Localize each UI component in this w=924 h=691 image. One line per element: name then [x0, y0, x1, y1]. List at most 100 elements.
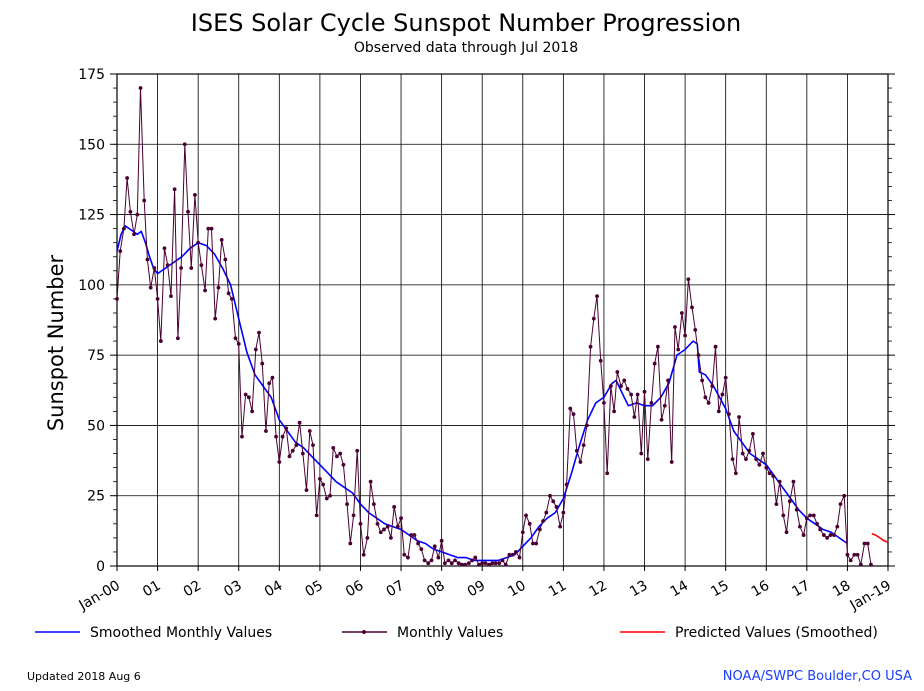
monthly-point: [152, 266, 157, 270]
chart-subtitle: Observed data through Jul 2018: [354, 40, 578, 56]
x-tick-label: 04: [262, 578, 286, 601]
monthly-point: [355, 448, 360, 453]
monthly-point: [598, 358, 603, 363]
monthly-point: [246, 395, 251, 400]
monthly-point: [848, 558, 853, 563]
monthly-point: [700, 378, 705, 383]
x-tick-label: 09: [465, 578, 488, 601]
monthly-point: [578, 460, 583, 464]
monthly-point: [720, 392, 725, 397]
monthly-point: [507, 552, 512, 557]
chart-title: ISES Solar Cycle Sunspot Number Progress…: [191, 9, 742, 37]
monthly-point: [480, 561, 485, 566]
monthly-point: [581, 443, 586, 448]
monthly-point: [186, 209, 190, 214]
monthly-point: [182, 142, 187, 147]
monthly-point: [270, 375, 275, 380]
monthly-point: [277, 460, 282, 464]
monthly-point: [686, 277, 691, 282]
series-line-predicted: [871, 532, 889, 543]
monthly-point: [473, 555, 478, 560]
y-tick-label: 0: [96, 559, 105, 575]
monthly-point: [257, 330, 261, 335]
x-tick-label: 12: [587, 578, 610, 601]
monthly-point: [317, 476, 322, 481]
monthly-point: [162, 246, 167, 251]
x-tick-label: 05: [302, 578, 325, 601]
monthly-point: [645, 457, 650, 462]
monthly-point: [771, 474, 776, 478]
monthly-point: [591, 316, 596, 321]
monthly-point: [121, 226, 126, 231]
monthly-point: [520, 530, 525, 535]
monthly-point: [517, 555, 522, 560]
monthly-point: [142, 198, 147, 203]
monthly-point: [300, 451, 305, 456]
monthly-point: [321, 482, 326, 487]
credit-note: NOAA/SWPC Boulder,CO USA: [723, 669, 912, 684]
monthly-point: [852, 552, 857, 557]
monthly-point: [554, 505, 559, 509]
monthly-point: [595, 294, 599, 299]
monthly-point: [842, 493, 847, 498]
monthly-point: [365, 535, 370, 540]
monthly-point: [439, 538, 444, 543]
monthly-point: [690, 305, 694, 310]
monthly-point: [798, 524, 802, 529]
monthly-point: [324, 496, 329, 501]
monthly-point: [608, 384, 613, 388]
monthly-point: [290, 448, 295, 453]
monthly-point: [602, 401, 606, 405]
legend-predicted-label: Predicted Values (Smoothed): [675, 625, 878, 641]
monthly-point: [385, 524, 390, 529]
monthly-point: [828, 533, 833, 537]
monthly-point: [226, 291, 231, 296]
x-tick-label: 15: [708, 578, 731, 601]
monthly-point: [622, 378, 627, 383]
monthly-point: [615, 370, 620, 374]
monthly-point: [531, 541, 535, 546]
x-tick-label: 10: [505, 578, 528, 601]
monthly-point: [544, 510, 549, 515]
monthly-point: [155, 297, 160, 301]
monthly-point: [402, 552, 407, 557]
monthly-point: [706, 401, 711, 405]
legend-smoothed-label: Smoothed Monthly Values: [90, 625, 272, 641]
monthly-point: [808, 513, 812, 518]
monthly-point: [216, 285, 221, 290]
monthly-point: [422, 558, 427, 563]
monthly-point: [632, 415, 637, 419]
monthly-point: [351, 513, 356, 518]
monthly-point: [395, 524, 400, 529]
monthly-point: [534, 541, 539, 546]
series-layer: [115, 86, 889, 567]
x-tick-label: 03: [221, 578, 244, 601]
monthly-point: [463, 562, 468, 567]
monthly-point: [639, 451, 644, 456]
monthly-point: [730, 457, 735, 462]
monthly-point: [311, 443, 315, 448]
monthly-point: [510, 552, 515, 557]
monthly-point: [710, 384, 715, 388]
monthly-point: [737, 415, 741, 419]
x-tick-label: Jan-00: [76, 578, 123, 615]
monthly-point: [449, 561, 454, 566]
monthly-point: [558, 524, 563, 529]
monthly-point: [196, 240, 201, 245]
monthly-point: [331, 446, 336, 450]
y-tick-label: 100: [78, 278, 105, 294]
monthly-point: [862, 541, 867, 546]
monthly-point: [825, 535, 830, 540]
x-tick-label: Jan-19: [847, 578, 894, 615]
monthly-point: [426, 561, 431, 566]
monthly-point: [389, 535, 393, 540]
x-tick-label: 02: [181, 578, 204, 601]
monthly-point: [568, 406, 573, 411]
monthly-point: [625, 386, 630, 391]
monthly-point: [341, 462, 346, 467]
grid-layer: 0 25 50 75 100 125 150 175 Jan-00 01 02 03 04 05 06 07 0…: [76, 67, 895, 614]
monthly-point: [832, 533, 836, 537]
monthly-point: [493, 561, 498, 566]
y-tick-label: 125: [78, 208, 105, 224]
monthly-point: [744, 457, 748, 462]
